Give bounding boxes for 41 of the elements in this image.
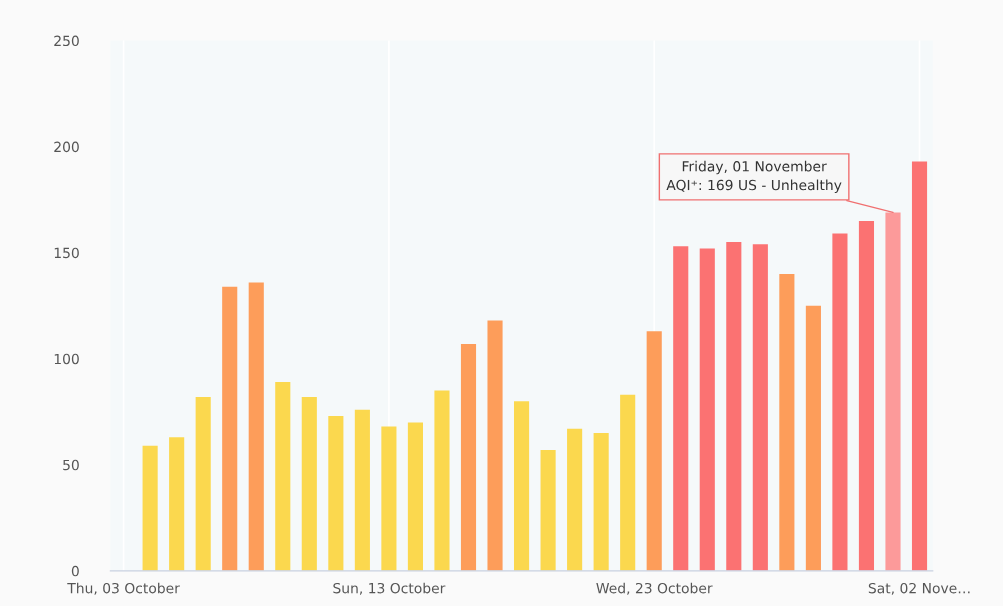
bar [673, 246, 689, 571]
bar [328, 416, 344, 571]
y-tick-label: 0 [71, 565, 79, 577]
bar [593, 432, 609, 571]
bar [142, 445, 158, 571]
bar [540, 449, 556, 571]
bar [354, 409, 370, 571]
bar [779, 273, 795, 571]
y-tick-label: 150 [54, 247, 79, 259]
bar [858, 220, 875, 571]
bar [407, 422, 423, 571]
y-tick-label: 50 [63, 459, 79, 471]
y-tick-label: 100 [54, 353, 79, 365]
bar [169, 437, 185, 571]
bar [381, 426, 397, 571]
bar [487, 320, 503, 571]
bar [567, 428, 583, 571]
x-tick-label: Wed, 23 October [596, 582, 713, 595]
bar [248, 282, 264, 571]
y-tick-label: 250 [54, 35, 79, 47]
annotation: Friday, 01 November AQI⁺: 169 US - Unhealthy [666, 160, 842, 193]
bar [726, 242, 742, 571]
y-tick-label: 200 [54, 141, 79, 153]
bar [911, 161, 928, 571]
bar [620, 394, 636, 571]
bar [752, 244, 768, 571]
bar [885, 212, 901, 571]
x-tick-label: Sun, 13 October [333, 582, 446, 595]
bar [301, 396, 317, 571]
bar [434, 390, 450, 571]
x-tick-label: Thu, 03 October [67, 582, 180, 595]
x-tick-label: Sat, 02 Nove… [868, 582, 970, 595]
bar [646, 331, 662, 571]
bar [195, 396, 211, 571]
bar [275, 382, 291, 571]
bar [699, 248, 715, 571]
bar [222, 286, 238, 571]
bar [514, 401, 530, 571]
bar [460, 343, 477, 571]
bar [832, 233, 848, 571]
bar [805, 305, 821, 571]
